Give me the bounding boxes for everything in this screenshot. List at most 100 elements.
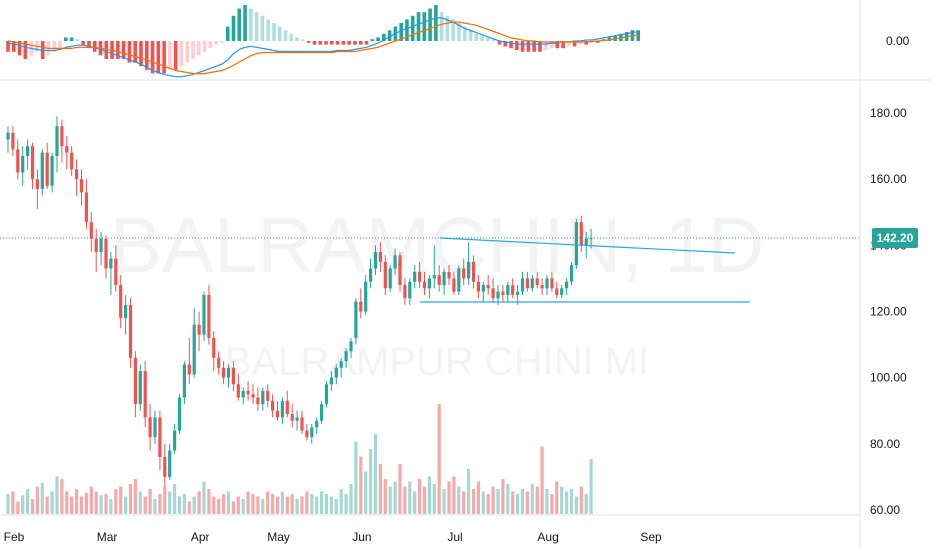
x-tick-label: Sep: [640, 530, 662, 544]
candle: [114, 245, 118, 292]
candle: [173, 423, 177, 454]
candle-body: [315, 420, 319, 428]
candle-body: [168, 450, 172, 477]
macd-hist-bar: [87, 41, 91, 49]
macd-hist-bar: [428, 8, 432, 42]
candle-body: [79, 179, 84, 193]
x-tick-label: Aug: [537, 530, 558, 544]
candle-body: [275, 410, 280, 418]
candle-body: [133, 357, 137, 405]
macd-hist-bar: [312, 41, 317, 45]
volume-bar: [364, 471, 368, 514]
candle: [109, 251, 113, 295]
candle: [452, 271, 456, 295]
candle: [506, 281, 510, 302]
volume-bar: [70, 496, 74, 514]
candle-body: [114, 258, 118, 286]
volume-bar: [320, 491, 324, 514]
macd-hist-bar: [249, 8, 253, 42]
symbol-watermark: BALRAMCHIN, 1D: [110, 201, 764, 289]
macd-hist-bar: [133, 41, 138, 63]
volume-bar: [295, 499, 299, 514]
y-tick-label: 80.00: [870, 437, 900, 451]
macd-hist-bar: [341, 41, 346, 45]
candle-body: [148, 417, 152, 438]
volume-bar: [310, 494, 314, 514]
volume-bar: [231, 501, 235, 514]
candle-body: [398, 255, 402, 286]
macd-hist-bar: [156, 41, 161, 74]
resistance-trendline[interactable]: [439, 237, 736, 254]
candle: [364, 275, 368, 315]
candle: [560, 285, 564, 299]
volume-bar: [476, 481, 480, 514]
candle: [403, 278, 407, 305]
volume-bar: [60, 479, 64, 514]
macd-hist-bar: [497, 41, 502, 45]
candle-body: [467, 261, 471, 279]
volume-bar: [403, 486, 407, 514]
volume-bar: [447, 481, 451, 514]
macd-hist-bar: [75, 39, 80, 41]
macd-hist-bar: [422, 12, 427, 41]
macd-hist-bar: [474, 33, 479, 41]
candle-body: [501, 291, 505, 295]
y-tick-label: 160.00: [870, 172, 907, 186]
candle: [158, 410, 162, 471]
volume-bar: [173, 484, 177, 514]
candle-body: [212, 337, 216, 358]
name-watermark: BALRAMPUR CHINI MI: [225, 340, 650, 384]
candle-body: [177, 397, 182, 431]
volume-bar: [525, 491, 529, 514]
signal-line: [7, 21, 639, 75]
candle-body: [35, 179, 39, 190]
macd-hist-bar: [491, 39, 496, 41]
candle: [251, 384, 255, 405]
candle: [84, 179, 88, 229]
macd-hist-bar: [387, 30, 392, 41]
volume-bar: [89, 486, 93, 514]
macd-hist-bar: [220, 41, 224, 43]
candle-body: [525, 278, 529, 289]
candle: [530, 275, 534, 292]
candle-body: [217, 357, 221, 368]
candle: [511, 278, 515, 299]
candle-body: [143, 371, 147, 418]
macd-hist-bar: [81, 41, 85, 45]
volume-bar: [506, 484, 510, 514]
volume-bar: [457, 486, 461, 514]
candle: [388, 265, 392, 292]
macd-line: [7, 17, 639, 78]
candle: [192, 308, 196, 378]
candle-body: [285, 400, 289, 415]
candle-body: [403, 285, 407, 299]
candle: [310, 423, 314, 444]
macd-hist-bar: [162, 41, 166, 74]
candle: [30, 142, 35, 190]
time-axis[interactable]: Feb Mar Apr May Jun Jul Aug Sep: [4, 530, 662, 544]
volume-bar: [246, 491, 250, 514]
candle: [305, 423, 309, 441]
candle: [280, 397, 284, 424]
candle: [275, 400, 280, 421]
trendline-drawings[interactable]: [420, 237, 750, 303]
macd-hist-bar: [370, 39, 375, 41]
volume-bar: [565, 491, 569, 514]
x-tick-label: Feb: [4, 530, 25, 544]
candle: [574, 218, 578, 269]
macd-hist-bar: [358, 41, 363, 45]
macd-hist-bar: [578, 41, 583, 45]
macd-hist-bar: [324, 41, 328, 45]
macd-hist-bar: [451, 19, 456, 41]
macd-hist-bar: [439, 12, 444, 41]
volume-bar: [285, 496, 289, 514]
volume-bar: [437, 404, 441, 514]
macd-hist-bar: [214, 41, 218, 45]
candle: [163, 443, 167, 487]
volume-bar: [197, 491, 201, 514]
candle: [99, 232, 103, 266]
candle: [442, 268, 446, 295]
macd-hist-bar: [17, 41, 22, 56]
